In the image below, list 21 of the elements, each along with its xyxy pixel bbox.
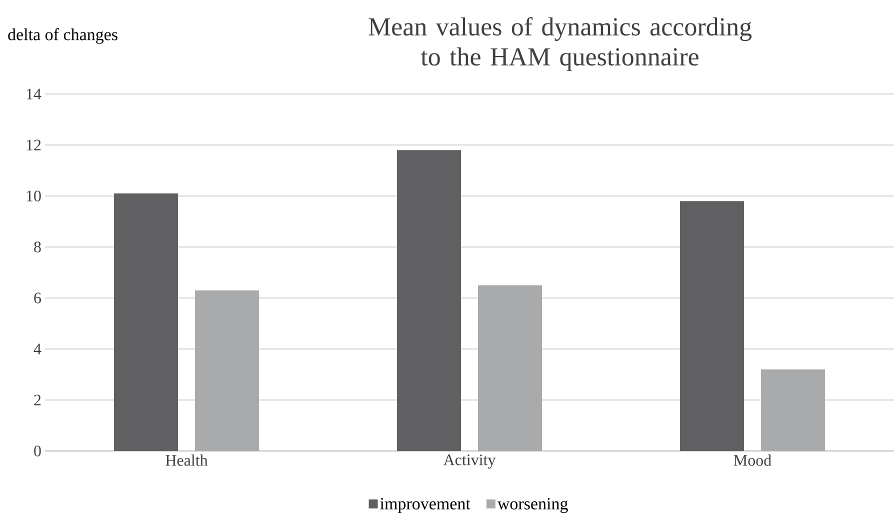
chart-title: Mean values of dynamics according to the HAM questionnaire <box>368 17 752 71</box>
y-tick-label: 2 <box>34 394 41 406</box>
y-tick-label: 10 <box>26 190 41 202</box>
y-tick-label: 4 <box>34 344 42 354</box>
y-tick-label: 6 <box>34 292 42 304</box>
legend-label: improvement <box>380 498 470 513</box>
bar <box>478 285 542 451</box>
x-tick-label: Mood <box>734 454 772 466</box>
bar <box>761 369 825 451</box>
y-tick-label: 8 <box>34 242 41 252</box>
y-axis-title: delta of changes <box>8 28 118 44</box>
legend-label: worsening <box>497 498 568 513</box>
y-tick-label: 0 <box>34 446 41 456</box>
bar <box>680 201 744 451</box>
y-tick-label: 14 <box>26 88 42 100</box>
bar <box>397 150 462 451</box>
bar <box>195 290 260 451</box>
x-tick-label: Health <box>166 454 208 466</box>
x-tick-label: Activity <box>443 454 496 469</box>
y-tick-label: 12 <box>26 140 41 150</box>
bar <box>114 193 178 451</box>
